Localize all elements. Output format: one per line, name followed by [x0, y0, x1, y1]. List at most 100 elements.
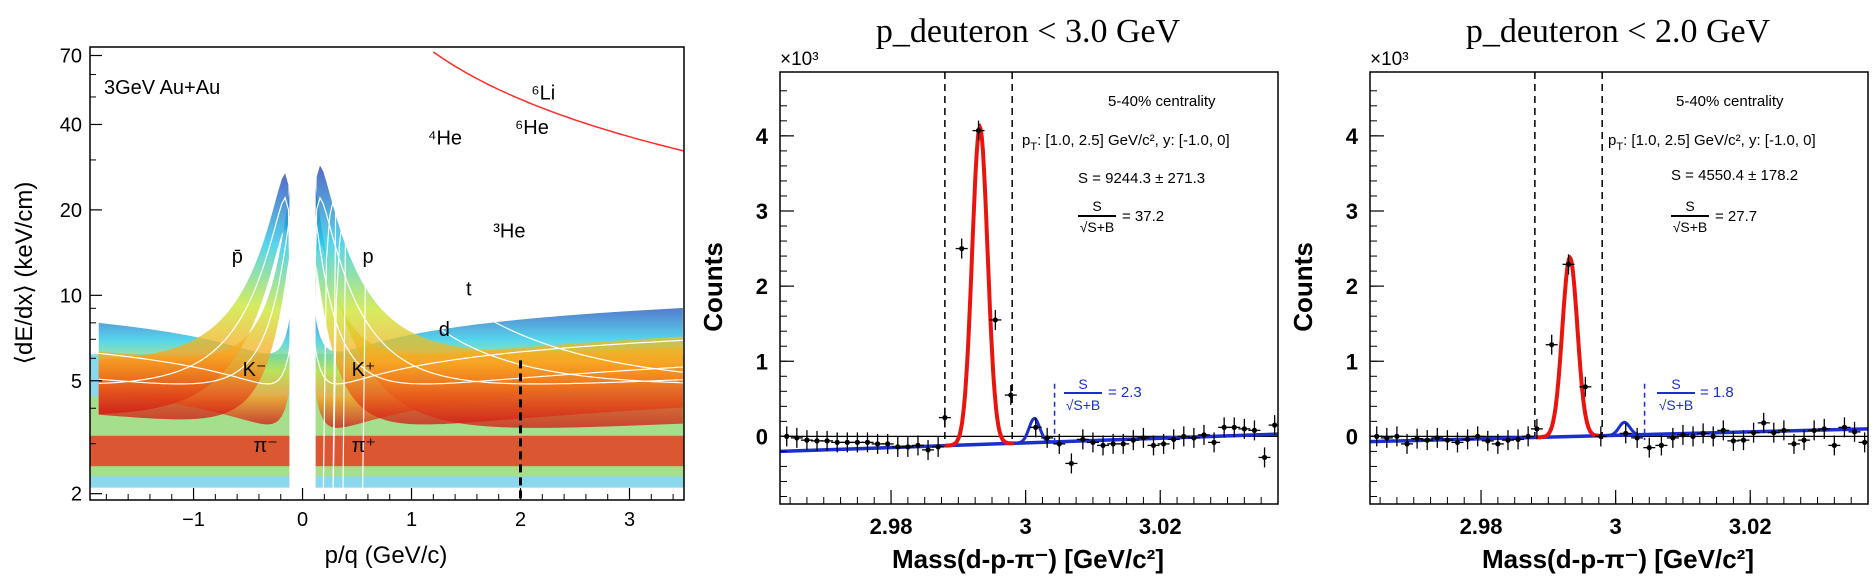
significance-value: = 27.7	[1715, 208, 1757, 225]
data-point	[1643, 437, 1656, 458]
band-label: ⁶He	[515, 117, 549, 139]
data-point	[932, 436, 945, 457]
centrality-label: 5-40% centrality	[1108, 93, 1216, 110]
x-tick-label: 3	[1020, 514, 1032, 539]
data-point-marker	[1801, 437, 1807, 443]
data-point	[1501, 430, 1514, 451]
data-point	[1512, 429, 1525, 450]
data-point-marker	[925, 447, 931, 453]
band-label: t	[466, 278, 472, 300]
data-point-marker	[1160, 441, 1167, 447]
data-point-marker	[1068, 460, 1074, 467]
data-point-marker	[1700, 430, 1706, 436]
li6-curve	[432, 51, 684, 152]
data-point-marker	[874, 441, 881, 447]
heatmap-bands	[90, 47, 684, 500]
data-point	[1858, 432, 1868, 453]
data-point	[1767, 422, 1780, 443]
data-point	[1065, 453, 1078, 474]
data-point	[1848, 421, 1861, 442]
band-label: ⁴He	[428, 128, 462, 150]
data-point-marker	[1394, 433, 1400, 439]
data-point	[1787, 433, 1800, 454]
mass-panel-3gev-plot: 2.98 3 3.02 0 1 2 3 4	[756, 71, 1279, 539]
significance-denominator: √S+B	[1673, 219, 1708, 235]
significance-value: = 37.2	[1122, 208, 1164, 225]
data-point	[1127, 430, 1140, 451]
data-point-marker	[1623, 430, 1629, 436]
data-point-marker	[1171, 436, 1177, 442]
side-significance-numerator: S	[1078, 376, 1087, 392]
data-point	[1258, 447, 1271, 468]
x-tick-label: −1	[182, 509, 205, 531]
data-point	[851, 432, 864, 453]
data-point	[1421, 430, 1434, 451]
y-tick-label: 10	[60, 285, 82, 307]
data-point-marker	[1404, 441, 1410, 447]
data-point-marker	[1670, 435, 1676, 441]
x-tick-label: 2.98	[870, 514, 913, 539]
data-point	[1522, 426, 1535, 447]
data-point	[1107, 433, 1120, 454]
y-tick-label: 3	[1346, 199, 1358, 224]
data-point-marker	[1841, 424, 1848, 430]
reference-curve	[313, 197, 683, 500]
mass-panel-3gev-y-axis-title: Counts	[698, 242, 728, 332]
reference-curve	[98, 334, 293, 385]
data-point	[1248, 420, 1261, 441]
data-point-marker	[1201, 432, 1207, 438]
data-point-marker	[1680, 432, 1686, 438]
data-point	[1777, 420, 1790, 441]
data-point-marker	[959, 245, 965, 252]
significance-denominator: √S+B	[1080, 219, 1115, 235]
data-point	[1471, 426, 1484, 447]
kinematics-label: pT: [1.0, 2.5] GeV/c², y: [-1.0, 0]	[1608, 132, 1816, 153]
data-point-marker	[1811, 427, 1817, 433]
data-point-marker	[1505, 437, 1511, 443]
data-point-marker	[1740, 437, 1747, 443]
data-point	[1481, 430, 1494, 451]
y-tick-label: 2	[71, 484, 82, 506]
data-point	[1619, 423, 1632, 444]
data-point	[1838, 417, 1851, 438]
side-peak-fit	[1602, 420, 1646, 438]
x-tick-label: 2.98	[1460, 514, 1503, 539]
mass-panel-3gev-multiplier: ×10³	[780, 49, 819, 70]
y-tick-label: 5	[71, 371, 82, 393]
data-point-marker	[1414, 436, 1420, 442]
data-point	[1545, 334, 1558, 355]
data-point-marker	[1720, 427, 1726, 433]
data-point	[1053, 433, 1066, 454]
data-point	[891, 436, 904, 457]
data-point	[911, 435, 924, 456]
data-point	[1218, 417, 1231, 438]
mass-panel-2gev-y-axis-title: Counts	[1288, 242, 1318, 332]
side-significance-value: = 1.8	[1700, 384, 1734, 401]
data-point-marker	[1761, 420, 1767, 426]
reference-curve	[98, 196, 293, 384]
centrality-label: 5-40% centrality	[1676, 93, 1784, 110]
data-point-marker	[1454, 439, 1461, 445]
data-point	[1451, 432, 1464, 453]
data-point	[1461, 429, 1474, 450]
data-point	[1808, 420, 1821, 441]
data-point	[1208, 432, 1221, 453]
heatmap-mip-band	[90, 435, 684, 467]
plot-area	[1370, 72, 1868, 458]
plot-area	[780, 72, 1278, 474]
y-tick-label: 70	[60, 46, 82, 68]
y-tick-label: 4	[756, 124, 769, 149]
data-point	[1004, 385, 1017, 406]
data-point	[841, 432, 854, 453]
y-tick-label: 1	[1346, 349, 1358, 374]
data-point-marker	[1150, 442, 1157, 448]
data-point-marker	[885, 441, 891, 447]
data-point	[1737, 430, 1750, 451]
data-point	[1117, 433, 1130, 454]
data-point-marker	[1272, 422, 1278, 428]
data-point	[1594, 426, 1607, 447]
data-point	[1268, 415, 1278, 436]
data-point-marker	[1646, 445, 1652, 451]
data-point	[1157, 433, 1170, 454]
signal-peak-fit	[944, 122, 1014, 448]
